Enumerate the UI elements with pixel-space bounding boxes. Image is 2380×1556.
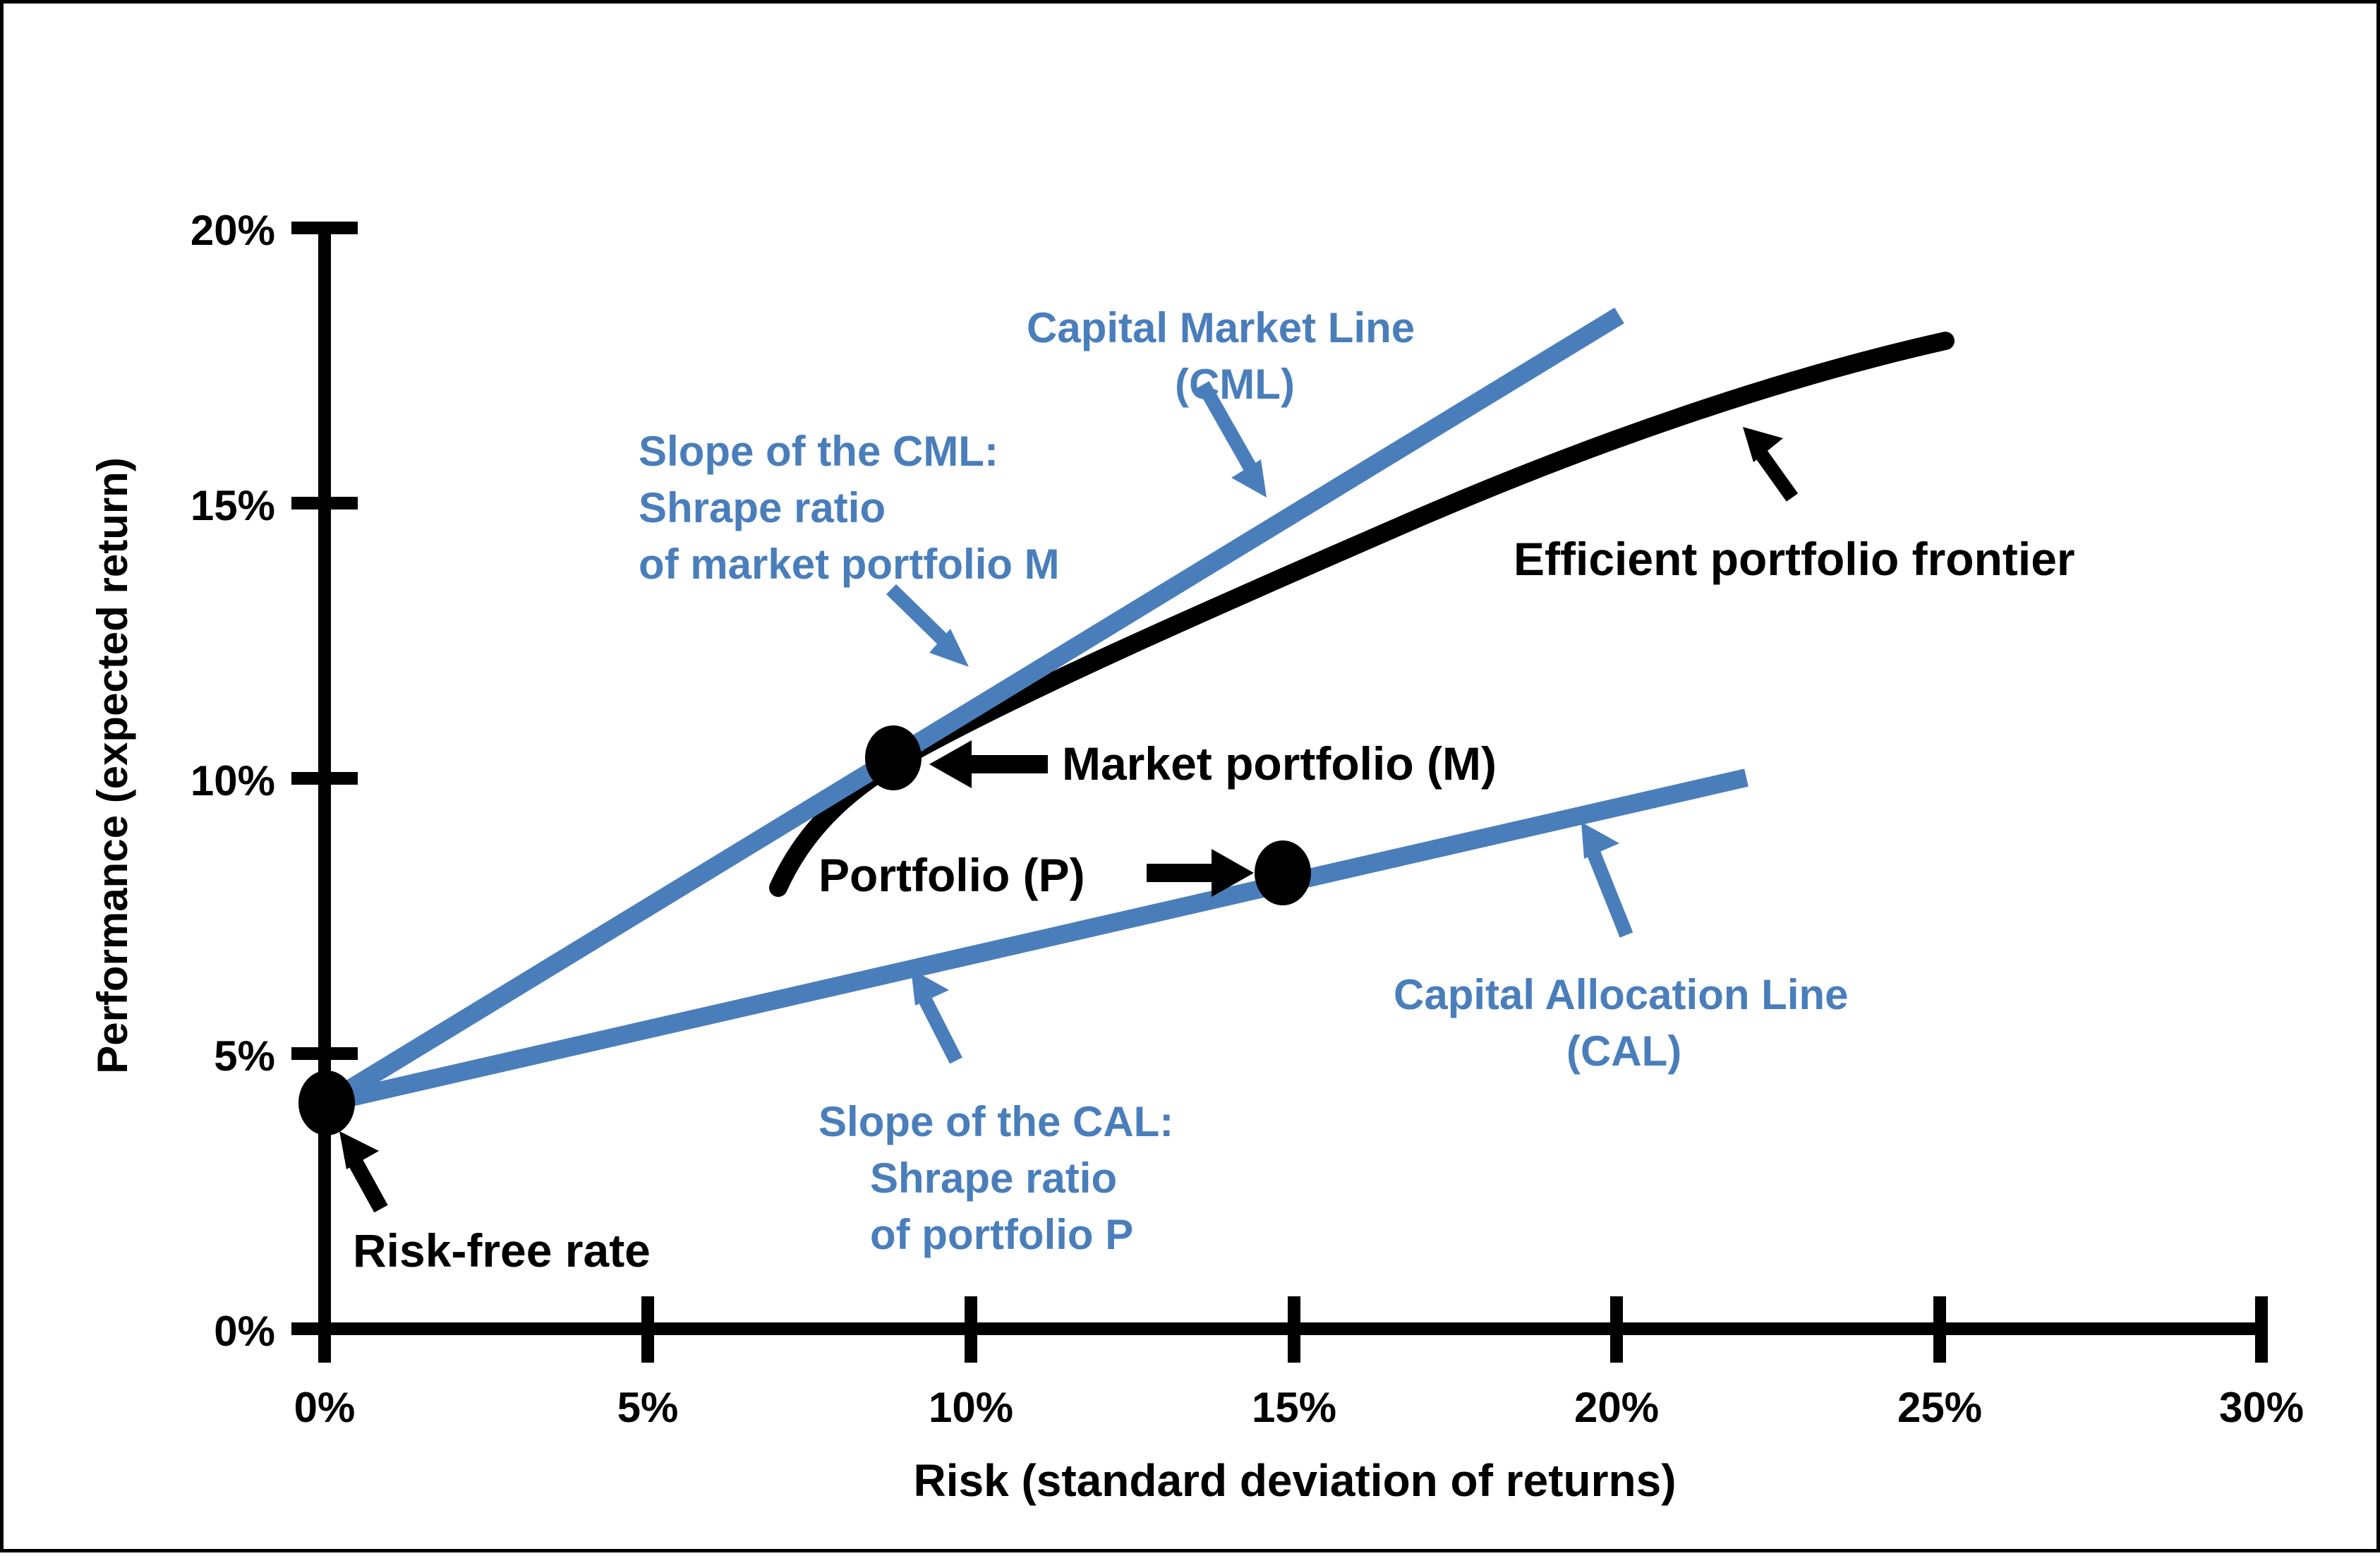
cal-label-line1: Capital Allocation Line [1394,971,1849,1018]
y-tick-label-5: 5% [214,1032,275,1080]
cal-label-arrow-icon [1581,822,1633,938]
cal-slope-arrow-icon [911,969,962,1064]
y-tick-label-0: 0% [214,1308,275,1355]
cal-label-line2: (CAL) [1566,1027,1681,1075]
cml-slope-line2: Shrape ratio [639,484,886,531]
cml-slope-line3: of market portfolio M [639,541,1060,588]
x-tick-label-20: 20% [1574,1384,1659,1431]
x-axis-title: Risk (standard deviation of returns) [913,1455,1676,1506]
x-tick-label-30: 30% [2219,1384,2304,1431]
cal-slope-line2: Shrape ratio [870,1154,1117,1202]
x-tick-label-10: 10% [929,1384,1013,1431]
x-tick-label-0: 0% [294,1384,356,1431]
efficient-frontier-arrow-icon [1743,427,1799,502]
x-axis [318,1296,2268,1363]
risk-free-rate-arrow-icon [339,1131,388,1213]
x-tick-label-15: 15% [1252,1384,1336,1431]
risk-free-rate-point [298,1070,355,1135]
portfolio-p-point [1255,840,1311,905]
portfolio-p-label: Portfolio (P) [818,849,1085,901]
market-portfolio-label: Market portfolio (M) [1062,737,1497,790]
y-tick-label-10: 10% [191,757,275,804]
portfolio-p-arrow-icon [1147,849,1254,897]
capital-allocation-line [325,768,1748,1112]
cal-slope-line3: of portfolio P [870,1211,1133,1258]
efficient-frontier-label: Efficient portfolio frontier [1514,533,2075,585]
x-tick-label-25: 25% [1897,1384,1982,1431]
market-portfolio-arrow-icon [929,740,1048,788]
y-tick-label-20: 20% [191,207,275,254]
capital-market-line [322,307,1624,1111]
y-axis-title: Performance (expected return) [89,457,136,1074]
y-tick-label-15: 15% [191,482,275,529]
market-portfolio-point [865,725,922,790]
efficient-frontier-curve [769,332,1955,897]
cml-label-line2: (CML) [1175,361,1295,408]
cml-label-line1: Capital Market Line [1027,304,1415,351]
cml-slope-line1: Slope of the CML: [639,428,998,475]
cml-label-arrow-icon [1197,381,1267,497]
cml-slope-arrow-icon [886,584,969,667]
x-tick-label-5: 5% [617,1384,679,1431]
risk-free-rate-label: Risk-free rate [353,1224,651,1277]
capital-market-line-chart: 20% 15% 10% 5% 0% 0% 5% 10% 15% 20% 25% … [89,207,2304,1506]
cal-slope-line1: Slope of the CAL: [818,1098,1173,1145]
